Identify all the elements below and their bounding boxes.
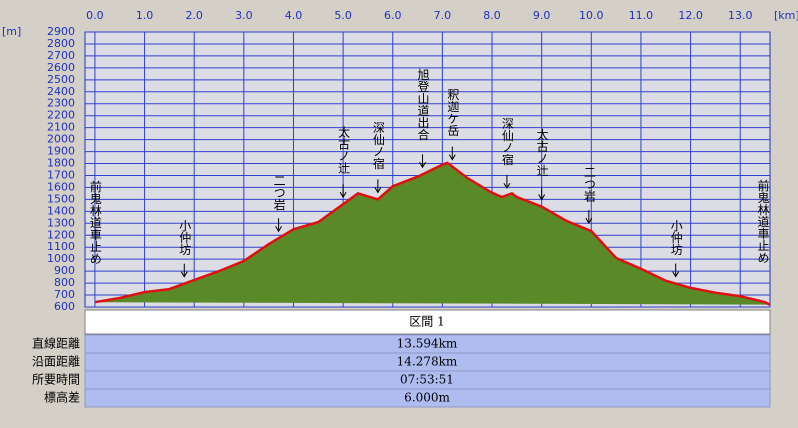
x-tick-label: 6.0 (384, 9, 402, 22)
y-tick-label: 1700 (47, 168, 75, 181)
table-header-cell (84, 309, 771, 335)
y-tick-label: 2200 (47, 109, 75, 122)
y-tick-label: 1100 (47, 240, 75, 253)
annotation: 前鬼林道車止め (756, 178, 770, 263)
x-tick-label: 2.0 (185, 9, 203, 22)
y-tick-label: 2300 (47, 97, 75, 110)
table-value-cell (84, 388, 771, 408)
elevation-area (94, 162, 770, 305)
table-row-label: 沿面距離 (32, 355, 80, 369)
annotation-arrow-head (180, 271, 188, 278)
table-row-value: 14.278km (397, 355, 458, 369)
y-tick-label: 2900 (47, 25, 75, 38)
x-tick-label: 10.0 (579, 9, 604, 22)
y-axis-unit: [m] (2, 25, 21, 38)
x-tick-label: 12.0 (678, 9, 703, 22)
x-tick-label: 5.0 (334, 9, 352, 22)
y-tick-label: 2500 (47, 73, 75, 86)
annotation-arrow-head (672, 271, 680, 278)
annotation: 小仲坊 (178, 219, 192, 255)
y-tick-label: 2100 (47, 121, 75, 134)
annotation-arrow-head (339, 191, 347, 199)
x-tick-label: 8.0 (483, 9, 501, 22)
annotation: 二つ岩 (582, 166, 596, 202)
y-tick-label: 1400 (47, 204, 75, 217)
annotation-arrow-head (374, 187, 382, 194)
table-row-value: 07:53:51 (400, 373, 454, 387)
table-row-label: 所要時間 (32, 373, 80, 387)
y-tick-label: 900 (54, 264, 75, 277)
annotation-arrow-head (419, 162, 426, 169)
y-tick-label: 2700 (47, 49, 75, 62)
x-tick-label: 1.0 (136, 9, 154, 22)
y-tick-label: 2800 (47, 37, 75, 50)
table-row-value: 6.000m (404, 391, 450, 405)
x-tick-label: 11.0 (629, 9, 654, 22)
elevation-line (94, 161, 771, 306)
annotation: 小仲坊 (669, 219, 683, 255)
y-tick-label: 1300 (47, 216, 75, 229)
x-tick-label: 4.0 (285, 9, 303, 22)
x-axis-unit: [km] (774, 9, 798, 22)
annotation-arrow-head (585, 217, 593, 225)
annotation-arrow-head (275, 225, 283, 233)
y-tick-label: 2600 (47, 61, 75, 74)
annotation: 深仙ノ宿 (500, 117, 514, 165)
annotation-arrow-head (448, 154, 456, 161)
y-tick-label: 600 (54, 300, 75, 313)
annotation-arrow-head (503, 182, 511, 190)
x-tick-label: 9.0 (533, 9, 551, 22)
table-row-value: 13.594km (397, 337, 458, 351)
summary-table: 区間 1 直線距離 13.594km 沿面距離 14.278km 所要時間 07:53:51… (32, 309, 771, 408)
annotation: 釈迦ケ岳 (446, 88, 460, 136)
x-tick-label: 0.0 (86, 9, 104, 22)
annotation-arrow-head (538, 194, 546, 201)
y-tick-label: 1000 (47, 252, 75, 265)
y-tick-label: 2400 (47, 85, 75, 98)
y-tick-label: 1500 (47, 192, 75, 205)
y-tick-label: 700 (54, 288, 75, 301)
annotation: 二つ岩 (272, 174, 286, 210)
table-row-label: 直線距離 (32, 336, 80, 351)
y-tick-label: 1900 (47, 145, 75, 158)
annotation: 太古ノ辻 (535, 127, 549, 176)
table-row-label: 標高差 (44, 390, 80, 405)
x-tick-label: 3.0 (235, 9, 253, 22)
y-tick-label: 1800 (47, 157, 75, 170)
table-header: 区間 1 (409, 315, 444, 329)
annotation: 太古ノ辻 (337, 125, 351, 174)
y-tick-label: 2000 (47, 133, 75, 146)
annotation: 旭登山道出合 (416, 68, 430, 140)
annotation: 前鬼林道車止め (88, 179, 102, 264)
x-tick-label: 13.0 (728, 9, 753, 22)
y-tick-label: 800 (54, 276, 75, 289)
x-tick-label: 7.0 (434, 9, 452, 22)
y-tick-label: 1600 (47, 180, 75, 193)
annotation: 深仙ノ宿 (371, 121, 385, 169)
y-tick-label: 1200 (47, 228, 75, 241)
